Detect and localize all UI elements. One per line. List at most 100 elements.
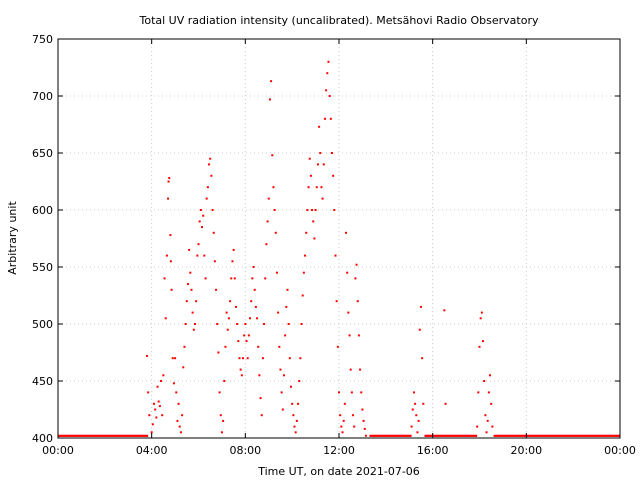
data-point xyxy=(346,271,349,274)
data-point xyxy=(170,288,173,291)
data-point xyxy=(171,357,174,360)
data-point xyxy=(353,425,356,428)
data-point xyxy=(147,391,150,394)
data-point xyxy=(163,277,166,280)
data-point xyxy=(477,391,480,394)
data-point xyxy=(361,408,364,411)
x-tick-labels: 00:00 04:00 08:00 12:00 16:00 20:00 00:00 xyxy=(42,444,636,457)
y-tick-label: 500 xyxy=(32,318,53,331)
data-point xyxy=(150,431,153,434)
data-point xyxy=(304,254,307,257)
data-point xyxy=(241,357,244,360)
data-point xyxy=(354,277,357,280)
data-point xyxy=(286,288,289,291)
data-point xyxy=(298,380,301,382)
data-point xyxy=(301,294,304,297)
y-tick-label: 600 xyxy=(32,204,53,217)
data-point xyxy=(239,368,242,371)
data-point xyxy=(212,231,215,234)
data-point xyxy=(266,220,269,223)
data-point xyxy=(487,391,490,394)
data-point xyxy=(338,391,340,394)
data-point xyxy=(482,340,485,343)
data-point xyxy=(247,334,250,337)
data-point xyxy=(154,408,157,411)
data-point xyxy=(155,416,158,419)
data-point xyxy=(360,391,363,394)
data-point xyxy=(195,300,198,303)
data-point xyxy=(197,243,200,246)
data-point xyxy=(224,345,227,348)
data-point xyxy=(363,427,366,430)
data-point xyxy=(225,311,228,314)
data-point xyxy=(326,72,329,75)
data-point xyxy=(356,300,359,303)
data-point xyxy=(249,317,252,320)
data-point xyxy=(421,357,424,360)
data-point xyxy=(318,125,321,128)
data-point xyxy=(196,254,199,257)
data-point xyxy=(419,305,422,308)
data-point xyxy=(272,186,275,189)
plot-frame xyxy=(57,38,621,439)
data-point xyxy=(226,328,229,331)
data-point xyxy=(156,385,159,388)
data-point xyxy=(198,220,201,223)
data-point xyxy=(480,311,483,314)
data-point xyxy=(167,180,170,183)
data-point xyxy=(443,309,446,312)
data-point xyxy=(411,408,414,411)
data-point xyxy=(341,431,344,434)
data-point xyxy=(160,380,163,382)
data-point xyxy=(299,357,302,360)
data-point xyxy=(165,254,168,257)
data-point xyxy=(183,345,186,348)
x-tick-label: 16:00 xyxy=(417,444,449,457)
data-point xyxy=(313,237,316,240)
data-point xyxy=(256,317,259,320)
data-point xyxy=(412,391,415,394)
data-point xyxy=(332,174,335,177)
data-point xyxy=(291,402,294,405)
data-point xyxy=(321,197,324,200)
data-point xyxy=(297,402,300,405)
data-point xyxy=(204,277,207,280)
data-point xyxy=(229,300,232,303)
data-point xyxy=(181,414,184,417)
data-point xyxy=(489,374,492,377)
data-point xyxy=(177,402,180,405)
data-point xyxy=(284,334,287,337)
y-tick-label: 400 xyxy=(32,432,53,445)
data-point xyxy=(274,231,277,234)
data-point xyxy=(208,163,211,166)
data-point xyxy=(278,345,281,348)
data-point xyxy=(243,334,246,337)
data-point xyxy=(414,402,417,405)
y-tick-label: 450 xyxy=(32,375,53,388)
data-point xyxy=(484,414,487,417)
y-tick-label: 700 xyxy=(32,90,53,103)
y-tick-label: 550 xyxy=(32,261,53,274)
data-point xyxy=(176,419,179,422)
data-point xyxy=(264,277,267,280)
data-point xyxy=(343,402,346,405)
data-point xyxy=(246,357,249,360)
data-point xyxy=(162,374,165,377)
data-point xyxy=(192,328,195,331)
data-point xyxy=(416,431,419,434)
data-point xyxy=(236,323,239,325)
data-point xyxy=(316,163,319,166)
data-point xyxy=(259,397,262,400)
data-point xyxy=(164,317,167,320)
data-point xyxy=(422,402,425,405)
data-point xyxy=(211,209,214,211)
data-point xyxy=(349,368,352,371)
chart-title: Total UV radiation intensity (uncalibrat… xyxy=(139,14,539,27)
data-point xyxy=(253,288,256,291)
data-point xyxy=(314,209,317,211)
data-point xyxy=(219,414,222,417)
data-point xyxy=(315,186,318,189)
baseline-segment xyxy=(369,434,412,437)
x-tick-label: 12:00 xyxy=(323,444,355,457)
